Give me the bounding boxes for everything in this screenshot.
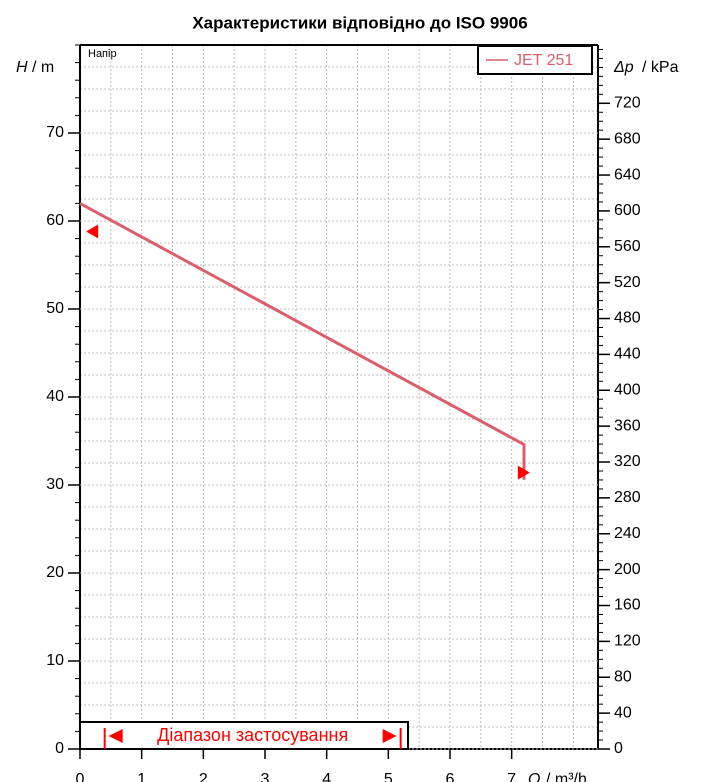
y-axis-unit: / m — [32, 59, 54, 76]
y2-tick-label: 720 — [614, 95, 641, 112]
y-tick-label: 40 — [46, 388, 64, 405]
y2-tick-label: 600 — [614, 202, 641, 219]
x-tick-label: 6 — [446, 771, 455, 782]
y2-tick-label: 680 — [614, 130, 641, 147]
y2-tick-label: 360 — [614, 417, 641, 434]
subtitle: Напір — [88, 48, 117, 60]
x-tick-label: 2 — [199, 771, 208, 782]
operating-marker — [517, 465, 530, 480]
curve — [79, 202, 526, 480]
y2-tick-label: 240 — [614, 525, 641, 542]
y-tick-label: 60 — [46, 212, 64, 229]
y2-tick-label: 120 — [614, 633, 641, 650]
operating-marker — [86, 224, 99, 239]
x-tick-label: 5 — [384, 771, 393, 782]
chart-title: Характеристики відповідно до ISO 9906 — [192, 13, 527, 32]
range-arrow-right — [382, 729, 397, 743]
y2-tick-label: 200 — [614, 561, 641, 578]
range-label: Діапазон застосування — [157, 725, 348, 745]
x-tick-label: 1 — [137, 771, 146, 782]
y2-axis-unit: / kPa — [642, 59, 679, 76]
y2-tick-label: 440 — [614, 346, 641, 363]
y-tick-label: 0 — [55, 740, 64, 757]
y2-tick-label: 80 — [614, 668, 632, 685]
range-arrow-left — [108, 729, 123, 743]
y2-tick-label: 520 — [614, 274, 641, 291]
y2-tick-label: 640 — [614, 166, 641, 183]
y2-tick-label: 480 — [614, 310, 641, 327]
x-tick-label: 4 — [322, 771, 331, 782]
y-tick-label: 50 — [46, 300, 64, 317]
y-tick-label: 10 — [46, 652, 64, 669]
y-tick-label: 30 — [46, 476, 64, 493]
y2-tick-label: 280 — [614, 489, 641, 506]
y2-tick-label: 0 — [614, 740, 623, 757]
y2-tick-label: 160 — [614, 597, 641, 614]
x-tick-label: 7 — [507, 771, 516, 782]
y-tick-label: 70 — [46, 124, 64, 141]
y2-tick-label: 400 — [614, 381, 641, 398]
x-axis-unit: / m³/h — [546, 771, 587, 782]
range-box — [79, 721, 409, 750]
y2-axis-var: Δp — [613, 59, 634, 76]
legend-label: JET 251 — [514, 52, 573, 69]
x-axis-var: Q — [528, 771, 540, 782]
y2-tick-label: 40 — [614, 704, 632, 721]
y-axis-var: H — [16, 59, 28, 76]
x-tick-label: 3 — [261, 771, 270, 782]
y-tick-label: 20 — [46, 564, 64, 581]
y2-tick-label: 320 — [614, 453, 641, 470]
y2-tick-label: 560 — [614, 238, 641, 255]
x-tick-label: 0 — [76, 771, 85, 782]
